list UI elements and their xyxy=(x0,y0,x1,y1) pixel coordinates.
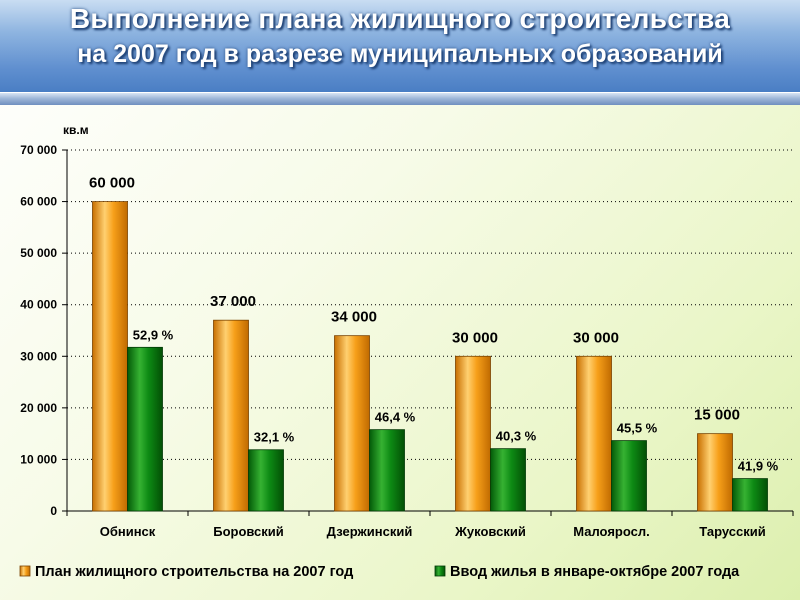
bar-plan xyxy=(576,355,612,512)
bar-actual xyxy=(127,346,163,512)
grid-lines xyxy=(67,149,793,460)
bar-actual xyxy=(248,449,284,512)
category-label: Малояросл. xyxy=(573,524,649,539)
bar-actual xyxy=(611,440,647,512)
category-label: Обнинск xyxy=(100,524,156,539)
percent-label: 45,5 % xyxy=(617,421,658,436)
bar-plan xyxy=(697,433,733,512)
bar-plan xyxy=(213,319,249,512)
y-tick-label: 10 000 xyxy=(20,452,57,466)
page-title: Выполнение плана жилищного строительства xyxy=(69,3,731,34)
category-label: Тарусский xyxy=(699,524,765,539)
percent-label: 41,9 % xyxy=(738,459,779,474)
page-subtitle: на 2007 год в разрезе муниципальных обра… xyxy=(77,40,723,68)
legend-swatch-actual xyxy=(434,565,446,577)
bar-actual xyxy=(732,478,768,512)
bars xyxy=(92,201,768,512)
y-tick-label: 40 000 xyxy=(20,298,57,312)
category-label: Дзержинский xyxy=(327,524,413,539)
bar-plan xyxy=(92,201,128,512)
percent-label: 32,1 % xyxy=(254,430,295,445)
category-label: Боровский xyxy=(213,524,284,539)
percent-label: 40,3 % xyxy=(496,429,537,444)
legend-swatch-plan xyxy=(19,565,31,577)
percent-label: 52,9 % xyxy=(133,327,174,342)
bar-plan xyxy=(455,355,491,512)
bar-plan xyxy=(334,335,370,512)
bar-actual xyxy=(490,448,526,512)
category-label: Жуковский xyxy=(454,524,526,539)
y-tick-label: 70 000 xyxy=(20,143,57,157)
plan-value-label: 30 000 xyxy=(573,329,619,346)
axes: 0 10 000 20 000 30 000 40 000 50 000 60 000 70 … xyxy=(20,143,794,539)
y-tick-label: 20 000 xyxy=(20,401,57,415)
data-labels: 60 000 52,9 % 37 000 32,1 % 34 000 46,4 % 30 0… xyxy=(89,175,779,474)
y-tick-label: 0 xyxy=(50,504,57,518)
plan-value-label: 37 000 xyxy=(210,293,256,310)
plan-value-label: 15 000 xyxy=(694,407,740,424)
bar-actual xyxy=(369,429,405,512)
y-axis-label: кв.м xyxy=(63,123,89,137)
legend: План жилищного строительства на 2007 год… xyxy=(19,564,740,580)
legend-label: Ввод жилья в январе-октябре 2007 года xyxy=(450,564,740,580)
percent-label: 46,4 % xyxy=(375,410,416,425)
y-tick-label: 60 000 xyxy=(20,195,57,209)
bar-chart: 0 10 000 20 000 30 000 40 000 50 000 60 000 70 … xyxy=(19,123,794,580)
y-tick-label: 50 000 xyxy=(20,246,57,260)
y-tick-label: 30 000 xyxy=(20,349,57,363)
legend-label: План жилищного строительства на 2007 год xyxy=(35,564,353,580)
plan-value-label: 34 000 xyxy=(331,309,377,326)
plan-value-label: 30 000 xyxy=(452,329,498,346)
title-banner: Выполнение плана жилищного строительства… xyxy=(0,0,800,92)
plan-value-label: 60 000 xyxy=(89,175,135,192)
banner-stripe xyxy=(0,92,800,105)
